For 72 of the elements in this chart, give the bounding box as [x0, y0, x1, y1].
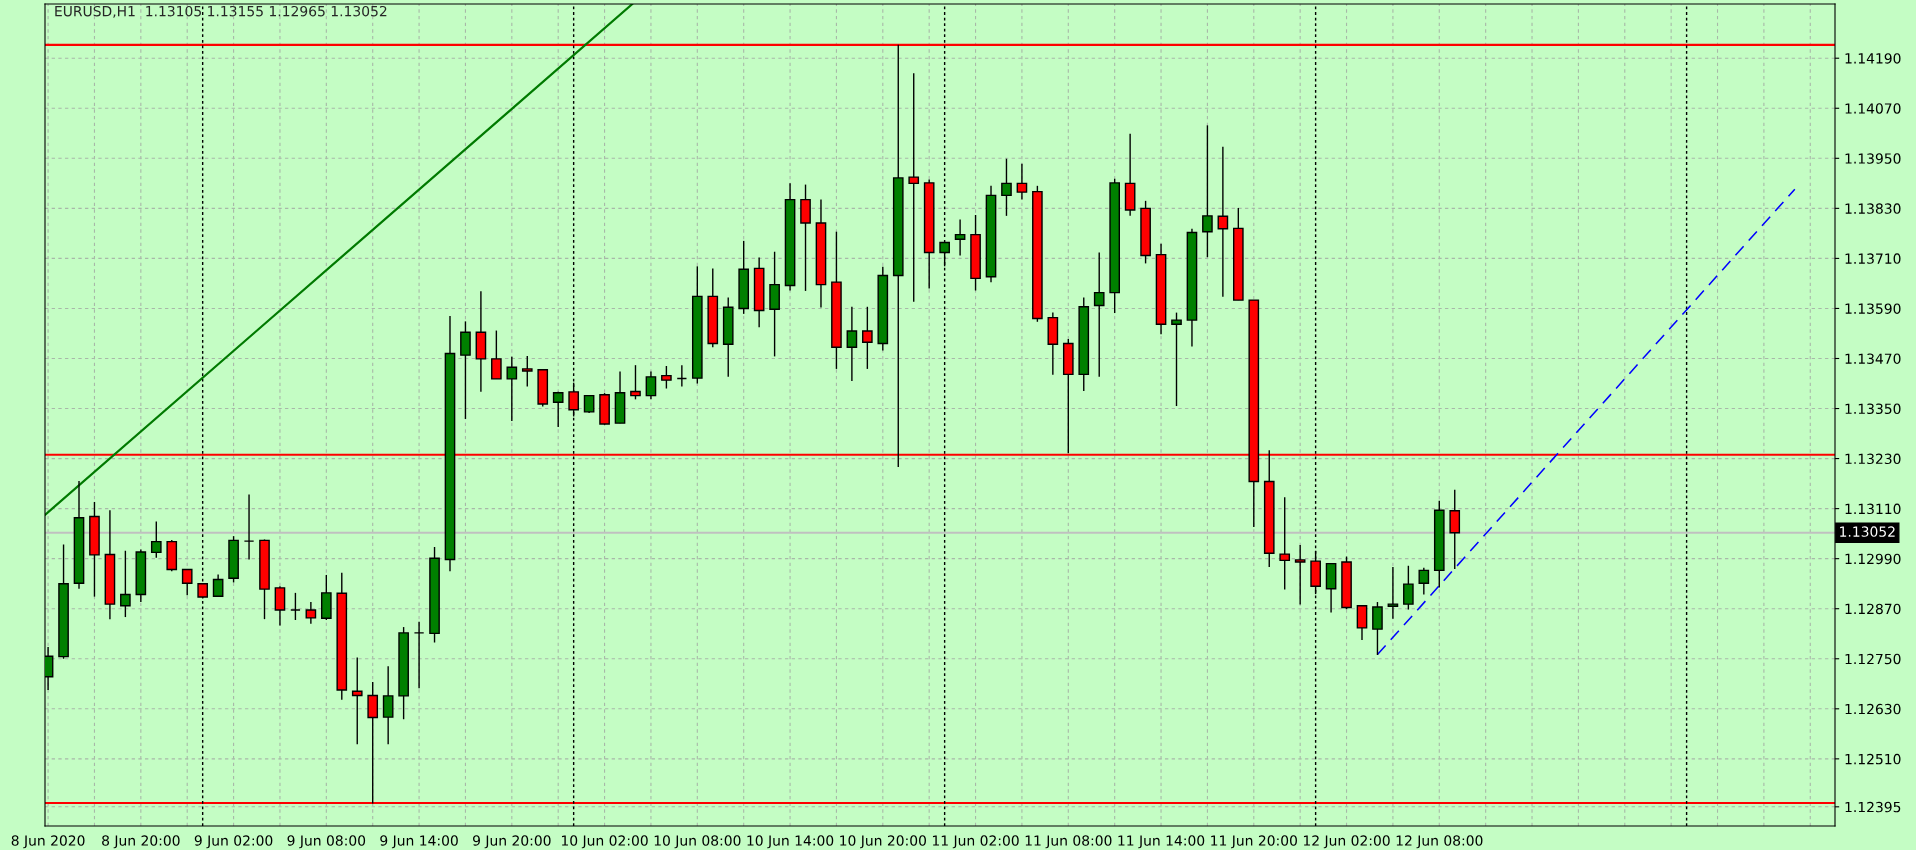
candlestick	[800, 183, 811, 292]
candlestick	[676, 364, 688, 388]
y-tick-label: 1.13230	[1845, 453, 1901, 465]
x-tick-label: 11 Jun 14:00	[1118, 835, 1205, 849]
candlestick	[1294, 544, 1306, 606]
x-tick-label: 9 Jun 20:00	[473, 835, 551, 849]
x-tick-label: 9 Jun 14:00	[380, 835, 458, 849]
candlestick	[846, 306, 858, 382]
y-tick-label: 1.14190	[1845, 53, 1901, 64]
candlestick	[1418, 567, 1430, 596]
y-tick-label: 1.13470	[1845, 353, 1901, 364]
candlestick	[1202, 124, 1213, 258]
candlestick	[120, 550, 131, 618]
candlestick	[862, 306, 873, 370]
candlestick	[274, 585, 286, 627]
candlestick	[1356, 605, 1368, 641]
candlestick	[1279, 496, 1291, 591]
candlestick	[413, 620, 425, 690]
candlestick	[1016, 163, 1028, 201]
candlestick	[645, 370, 657, 401]
y-tick-label: 1.12510	[1845, 753, 1901, 765]
y-tick-label: 1.13350	[1845, 403, 1901, 415]
y-tick-label: 1.13950	[1845, 153, 1901, 164]
candlestick	[351, 656, 363, 745]
chart-title: EURUSD,H1 1.13105 1.13155 1.12965 1.13052	[55, 5, 387, 18]
x-tick-label: 12 Jun 08:00	[1396, 835, 1483, 849]
y-tick-label: 1.12630	[1845, 703, 1901, 715]
x-tick-label: 8 Jun 20:00	[102, 835, 180, 849]
candlestick	[150, 520, 162, 559]
y-tick-label: 1.14070	[1845, 103, 1901, 114]
x-tick-label: 8 Jun 2020	[11, 835, 85, 849]
candlestick	[290, 592, 301, 621]
y-tick-label: 1.12990	[1845, 553, 1901, 565]
y-tick-label: 1.13710	[1845, 253, 1901, 264]
y-tick-label: 1.12750	[1845, 653, 1901, 665]
candlestick	[305, 601, 317, 625]
y-tick-label: 1.13590	[1845, 303, 1901, 314]
x-tick-label: 11 Jun 08:00	[1025, 835, 1112, 849]
candlestick	[908, 72, 920, 303]
y-tick-label: 1.13110	[1845, 503, 1901, 515]
candlestick	[382, 665, 394, 745]
candlestick	[1001, 158, 1012, 217]
candlestick	[1372, 601, 1383, 656]
x-tick-label: 9 Jun 02:00	[194, 835, 273, 849]
candlestick	[181, 568, 193, 597]
candlestick	[661, 365, 672, 390]
y-tick-label: 1.13830	[1845, 203, 1901, 214]
candlestick	[1403, 565, 1414, 611]
candlestick	[954, 218, 966, 257]
ref-line-label: 1.13052	[1840, 526, 1895, 537]
y-tick-label: 1.12395	[1845, 801, 1901, 813]
y-tick-label: 1.12870	[1845, 603, 1901, 615]
candlestick	[491, 329, 502, 380]
candlestick	[460, 320, 471, 420]
x-tick-label: 9 Jun 08:00	[287, 835, 366, 849]
candlestick	[1171, 311, 1182, 407]
x-tick-label: 12 Jun 02:00	[1303, 835, 1390, 849]
candlestick	[506, 356, 518, 422]
candlestick	[521, 355, 533, 388]
x-tick-label: 10 Jun 14:00	[747, 835, 834, 849]
candlestick	[1449, 489, 1461, 570]
candlestick	[243, 493, 255, 561]
x-tick-label: 10 Jun 02:00	[561, 835, 648, 849]
x-tick-label: 10 Jun 20:00	[840, 835, 926, 849]
x-tick-label: 11 Jun 20:00	[1211, 835, 1297, 849]
candlestick	[1093, 251, 1105, 378]
x-tick-label: 10 Jun 08:00	[654, 835, 741, 849]
candlestick	[212, 573, 224, 598]
x-tick-label: 11 Jun 02:00	[932, 835, 1019, 849]
candlestick	[630, 364, 641, 401]
candlestick	[552, 391, 564, 428]
candlestick	[1387, 566, 1399, 620]
